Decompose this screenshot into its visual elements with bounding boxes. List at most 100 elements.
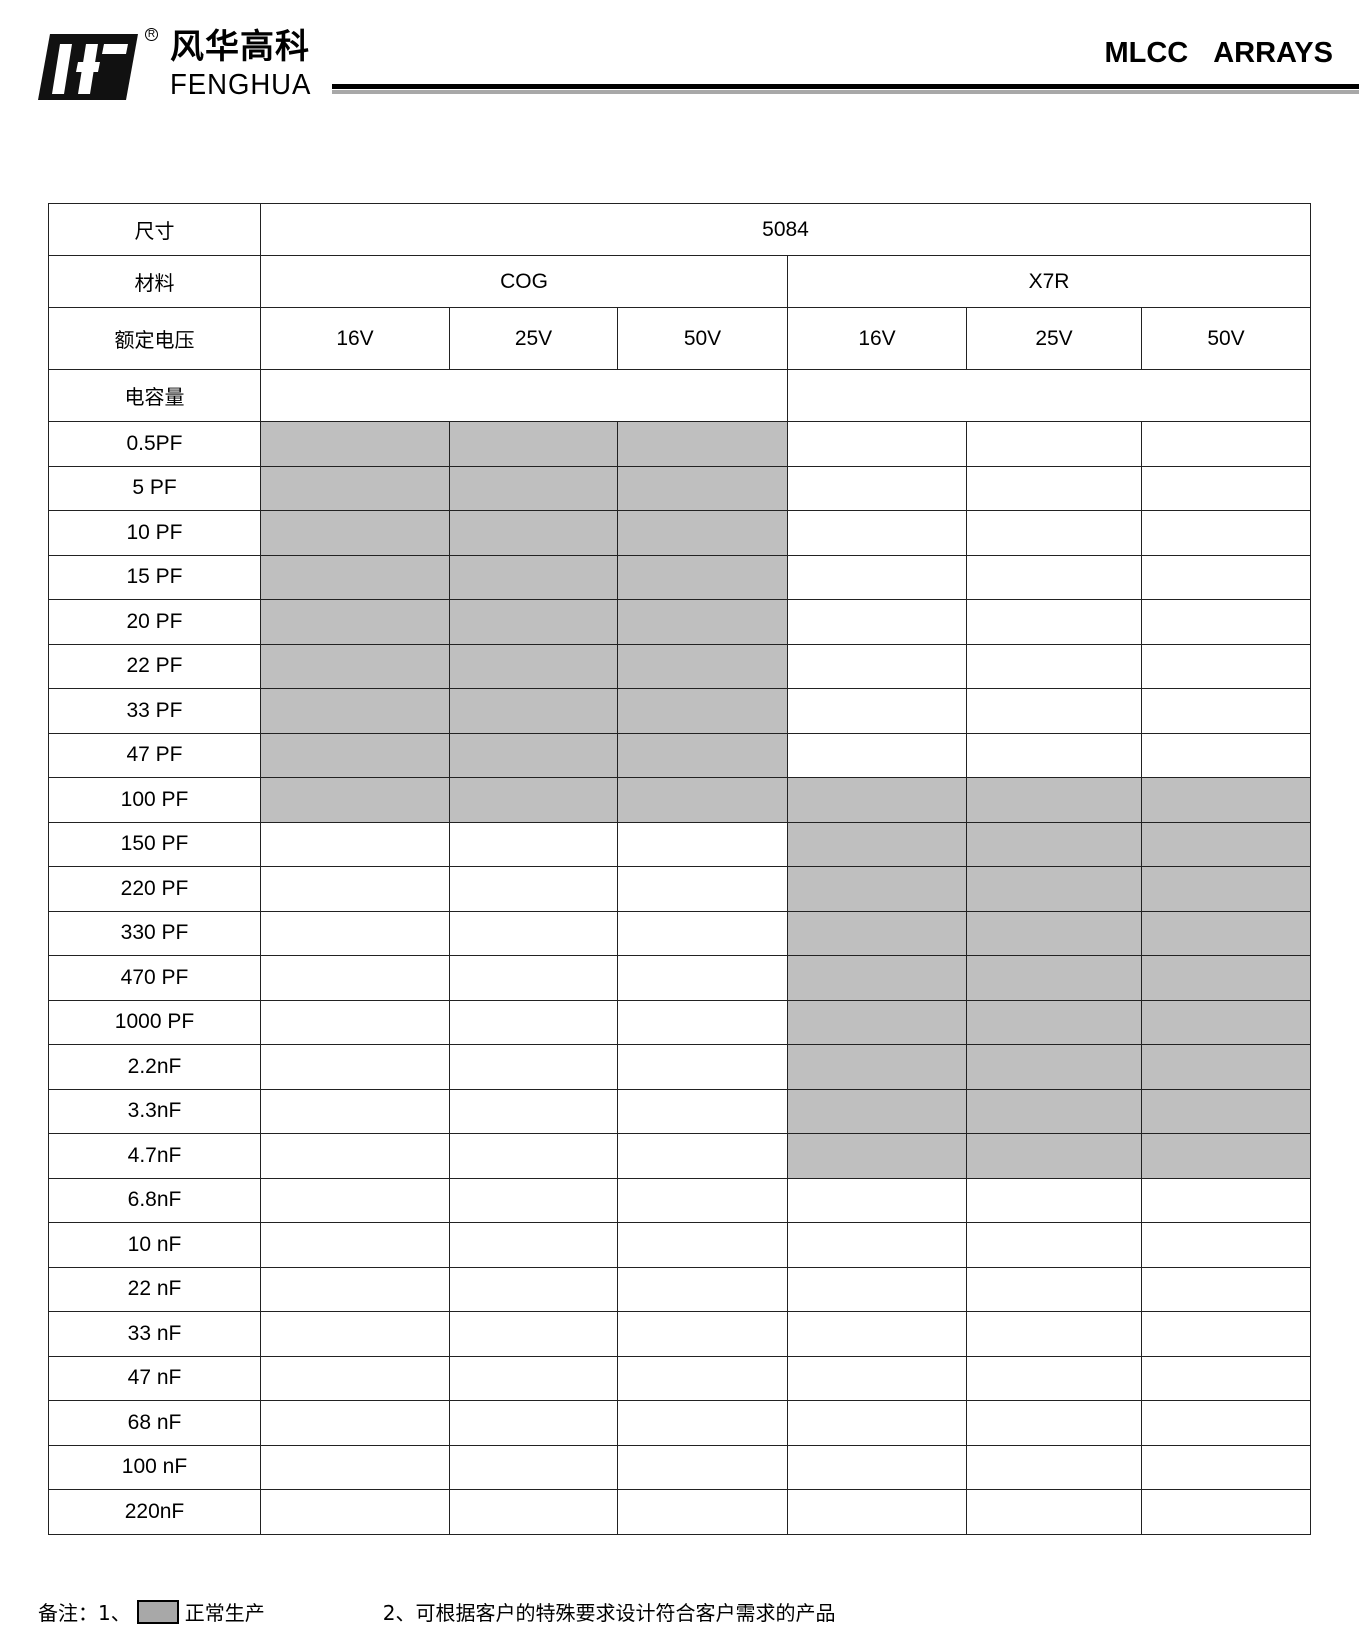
capacitance-value: 150 PF	[48, 821, 261, 867]
available-cell	[966, 1133, 1142, 1179]
empty-cell	[617, 910, 788, 956]
voltage-0: 16V	[260, 307, 450, 370]
cog-blank	[260, 369, 788, 422]
empty-cell	[260, 910, 450, 956]
empty-cell	[617, 1400, 788, 1446]
available-cell	[449, 421, 618, 467]
empty-cell	[1141, 688, 1311, 734]
empty-cell	[1141, 1489, 1311, 1535]
material-label: 材料	[48, 255, 261, 308]
available-cell	[787, 999, 967, 1045]
available-cell	[966, 910, 1142, 956]
empty-cell	[966, 510, 1142, 556]
capacitance-value: 33 PF	[48, 688, 261, 734]
empty-cell	[260, 1355, 450, 1401]
table-row: 47 nF	[48, 1355, 1311, 1401]
brand-name-en: FENGHUA	[170, 69, 312, 101]
footer-notes: 备注：1、 正常生产 2、可根据客户的特殊要求设计符合客户需求的产品	[38, 1597, 835, 1626]
empty-cell	[966, 1400, 1142, 1446]
empty-cell	[260, 1266, 450, 1312]
empty-cell	[449, 1311, 618, 1357]
table-row: 33 nF	[48, 1311, 1311, 1357]
fenghua-logo	[38, 34, 138, 100]
capacitance-value: 3.3nF	[48, 1088, 261, 1134]
empty-cell	[787, 1177, 967, 1223]
capacitance-value: 33 nF	[48, 1311, 261, 1357]
empty-cell	[787, 1311, 967, 1357]
available-cell	[260, 732, 450, 778]
available-cell	[449, 732, 618, 778]
available-cell	[449, 599, 618, 645]
empty-cell	[260, 1088, 450, 1134]
size-row: 尺寸 5084	[48, 203, 1311, 256]
empty-cell	[449, 1088, 618, 1134]
empty-cell	[1141, 1355, 1311, 1401]
empty-cell	[260, 1222, 450, 1268]
table-row: 2.2nF	[48, 1044, 1311, 1090]
empty-cell	[787, 643, 967, 689]
size-label: 尺寸	[48, 203, 261, 256]
table-row: 10 PF	[48, 510, 1311, 556]
capacitance-value: 20 PF	[48, 599, 261, 645]
empty-cell	[966, 1266, 1142, 1312]
empty-cell	[787, 421, 967, 467]
table-row: 220 PF	[48, 866, 1311, 912]
voltage-label: 额定电压	[48, 307, 261, 370]
available-cell	[260, 421, 450, 467]
empty-cell	[449, 1044, 618, 1090]
available-cell	[260, 599, 450, 645]
empty-cell	[617, 1133, 788, 1179]
empty-cell	[966, 1355, 1142, 1401]
available-cell	[966, 1044, 1142, 1090]
empty-cell	[449, 821, 618, 867]
available-cell	[617, 465, 788, 511]
empty-cell	[966, 732, 1142, 778]
empty-cell	[449, 1222, 618, 1268]
voltage-3: 16V	[787, 307, 967, 370]
available-cell	[260, 688, 450, 734]
available-cell	[449, 777, 618, 823]
empty-cell	[449, 999, 618, 1045]
empty-cell	[449, 1444, 618, 1490]
available-cell	[260, 777, 450, 823]
empty-cell	[260, 1400, 450, 1446]
available-cell	[966, 999, 1142, 1045]
empty-cell	[787, 1489, 967, 1535]
empty-cell	[260, 1489, 450, 1535]
empty-cell	[1141, 1311, 1311, 1357]
table-row: 22 PF	[48, 643, 1311, 689]
empty-cell	[1141, 732, 1311, 778]
available-cell	[260, 510, 450, 556]
empty-cell	[449, 1355, 618, 1401]
capacitance-value: 220 PF	[48, 866, 261, 912]
voltage-1: 25V	[449, 307, 618, 370]
available-cell	[1141, 1088, 1311, 1134]
empty-cell	[787, 1355, 967, 1401]
capacitance-value: 22 PF	[48, 643, 261, 689]
available-cell	[966, 821, 1142, 867]
available-cell	[966, 777, 1142, 823]
empty-cell	[449, 1177, 618, 1223]
available-cell	[787, 777, 967, 823]
table-row: 100 nF	[48, 1444, 1311, 1490]
table-row: 33 PF	[48, 688, 1311, 734]
empty-cell	[966, 1177, 1142, 1223]
capacitance-header-row: 电容量	[48, 369, 1311, 422]
voltage-row: 额定电压 16V 25V 50V 16V 25V 50V	[48, 307, 1311, 370]
legend-swatch	[136, 1599, 179, 1624]
available-cell	[787, 955, 967, 1001]
empty-cell	[966, 1489, 1142, 1535]
empty-cell	[1141, 643, 1311, 689]
empty-cell	[617, 1177, 788, 1223]
empty-cell	[966, 1311, 1142, 1357]
table-row: 22 nF	[48, 1266, 1311, 1312]
available-cell	[966, 955, 1142, 1001]
material-row: 材料 COG X7R	[48, 255, 1311, 308]
empty-cell	[787, 688, 967, 734]
registered-mark: R	[145, 28, 158, 41]
capacitance-value: 0.5PF	[48, 421, 261, 467]
table-row: 10 nF	[48, 1222, 1311, 1268]
available-cell	[787, 1133, 967, 1179]
available-cell	[966, 866, 1142, 912]
